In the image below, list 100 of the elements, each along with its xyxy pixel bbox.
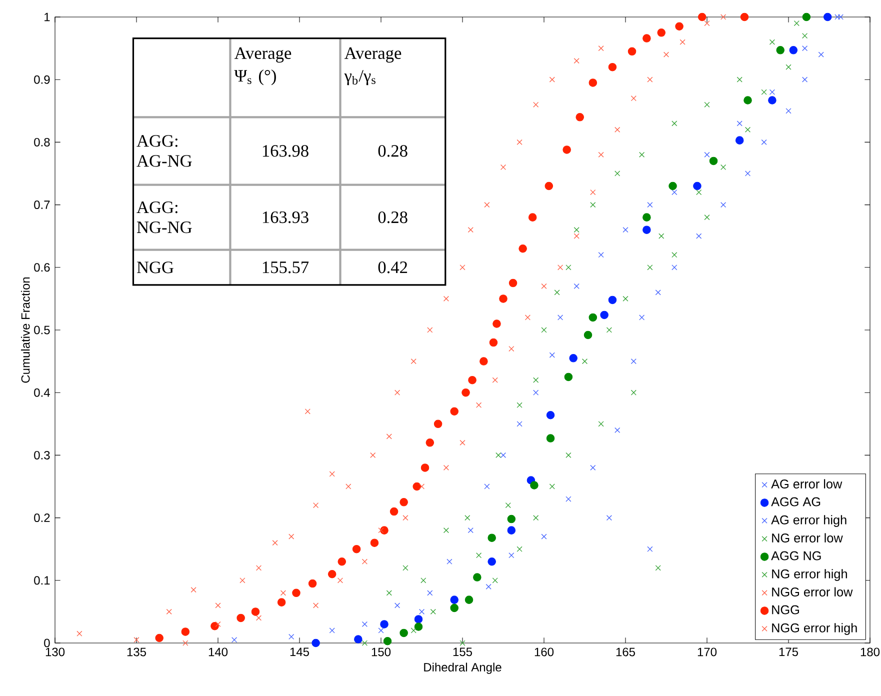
point [720, 202, 726, 208]
annotation: 0.28 [378, 145, 408, 157]
point [639, 152, 645, 158]
legend-label: NGG [772, 605, 799, 614]
point [566, 264, 572, 270]
x-tick-label: 135 [127, 648, 146, 656]
point [410, 628, 416, 634]
x-tick-label: 150 [372, 648, 391, 656]
point [657, 28, 666, 37]
point [346, 484, 352, 490]
point [614, 170, 620, 176]
point [329, 471, 335, 477]
point [576, 113, 584, 122]
point [414, 615, 423, 624]
point [838, 14, 844, 20]
point [672, 252, 678, 258]
y-tick-label: 0.5 [34, 326, 50, 334]
point [450, 407, 458, 416]
point [794, 20, 800, 26]
point [569, 354, 578, 362]
point [566, 452, 572, 458]
point [390, 507, 398, 516]
point [549, 484, 555, 490]
point [370, 538, 379, 547]
point [499, 294, 508, 303]
point [622, 227, 628, 233]
point [182, 640, 188, 646]
point [647, 202, 653, 208]
point [533, 515, 539, 521]
legend-label: NGG error high [772, 623, 857, 635]
point [386, 590, 392, 596]
point [768, 96, 776, 104]
point [468, 528, 474, 534]
point [533, 102, 539, 108]
point [166, 608, 172, 614]
annotation: NGG [136, 262, 174, 274]
point [308, 579, 317, 588]
x-tick-label: 140 [208, 648, 228, 656]
point [516, 421, 522, 427]
point [507, 526, 516, 534]
point [354, 635, 362, 644]
point [655, 565, 661, 571]
point [761, 139, 767, 145]
point [181, 628, 190, 636]
point [802, 12, 811, 22]
y-tick-label: 0.1 [34, 576, 50, 585]
point [658, 233, 664, 239]
y-tick-label: 0.7 [34, 200, 50, 210]
point [696, 233, 702, 239]
point [190, 587, 196, 593]
point [240, 578, 246, 584]
point [414, 622, 423, 631]
y-tick-label: 0.6 [34, 263, 50, 272]
point [668, 182, 677, 190]
point [606, 515, 612, 521]
point [134, 637, 140, 643]
point [574, 283, 580, 289]
point [484, 484, 490, 490]
x-tick-label: 145 [290, 648, 310, 656]
point [446, 558, 452, 564]
point [672, 120, 678, 126]
point [834, 14, 840, 20]
point [394, 390, 400, 396]
point [769, 39, 775, 45]
point [696, 189, 702, 196]
point [672, 189, 678, 196]
point [744, 96, 752, 104]
point [288, 634, 294, 640]
point [630, 390, 636, 396]
point [704, 20, 710, 26]
point [370, 452, 376, 458]
point [582, 358, 588, 364]
point [564, 372, 573, 382]
legend-label: AG error high [771, 515, 846, 527]
point [566, 496, 572, 502]
legend-label: NGG error low [772, 587, 853, 597]
point [338, 557, 346, 566]
point [647, 546, 653, 552]
point [720, 14, 726, 20]
point [541, 327, 547, 333]
point [598, 252, 604, 258]
point [236, 614, 245, 622]
point [155, 634, 164, 642]
point [614, 427, 620, 433]
point [558, 314, 564, 320]
point [622, 296, 628, 302]
point [541, 283, 547, 289]
point [704, 102, 710, 108]
point [386, 434, 392, 440]
point [402, 515, 408, 521]
x-axis-title: Dihedral Angle [424, 662, 502, 674]
point [606, 327, 612, 333]
point [588, 78, 598, 87]
point [410, 358, 416, 364]
point [394, 602, 400, 608]
point [786, 64, 792, 70]
point [462, 388, 470, 397]
point [549, 352, 555, 358]
point [492, 377, 498, 383]
point [533, 390, 539, 396]
